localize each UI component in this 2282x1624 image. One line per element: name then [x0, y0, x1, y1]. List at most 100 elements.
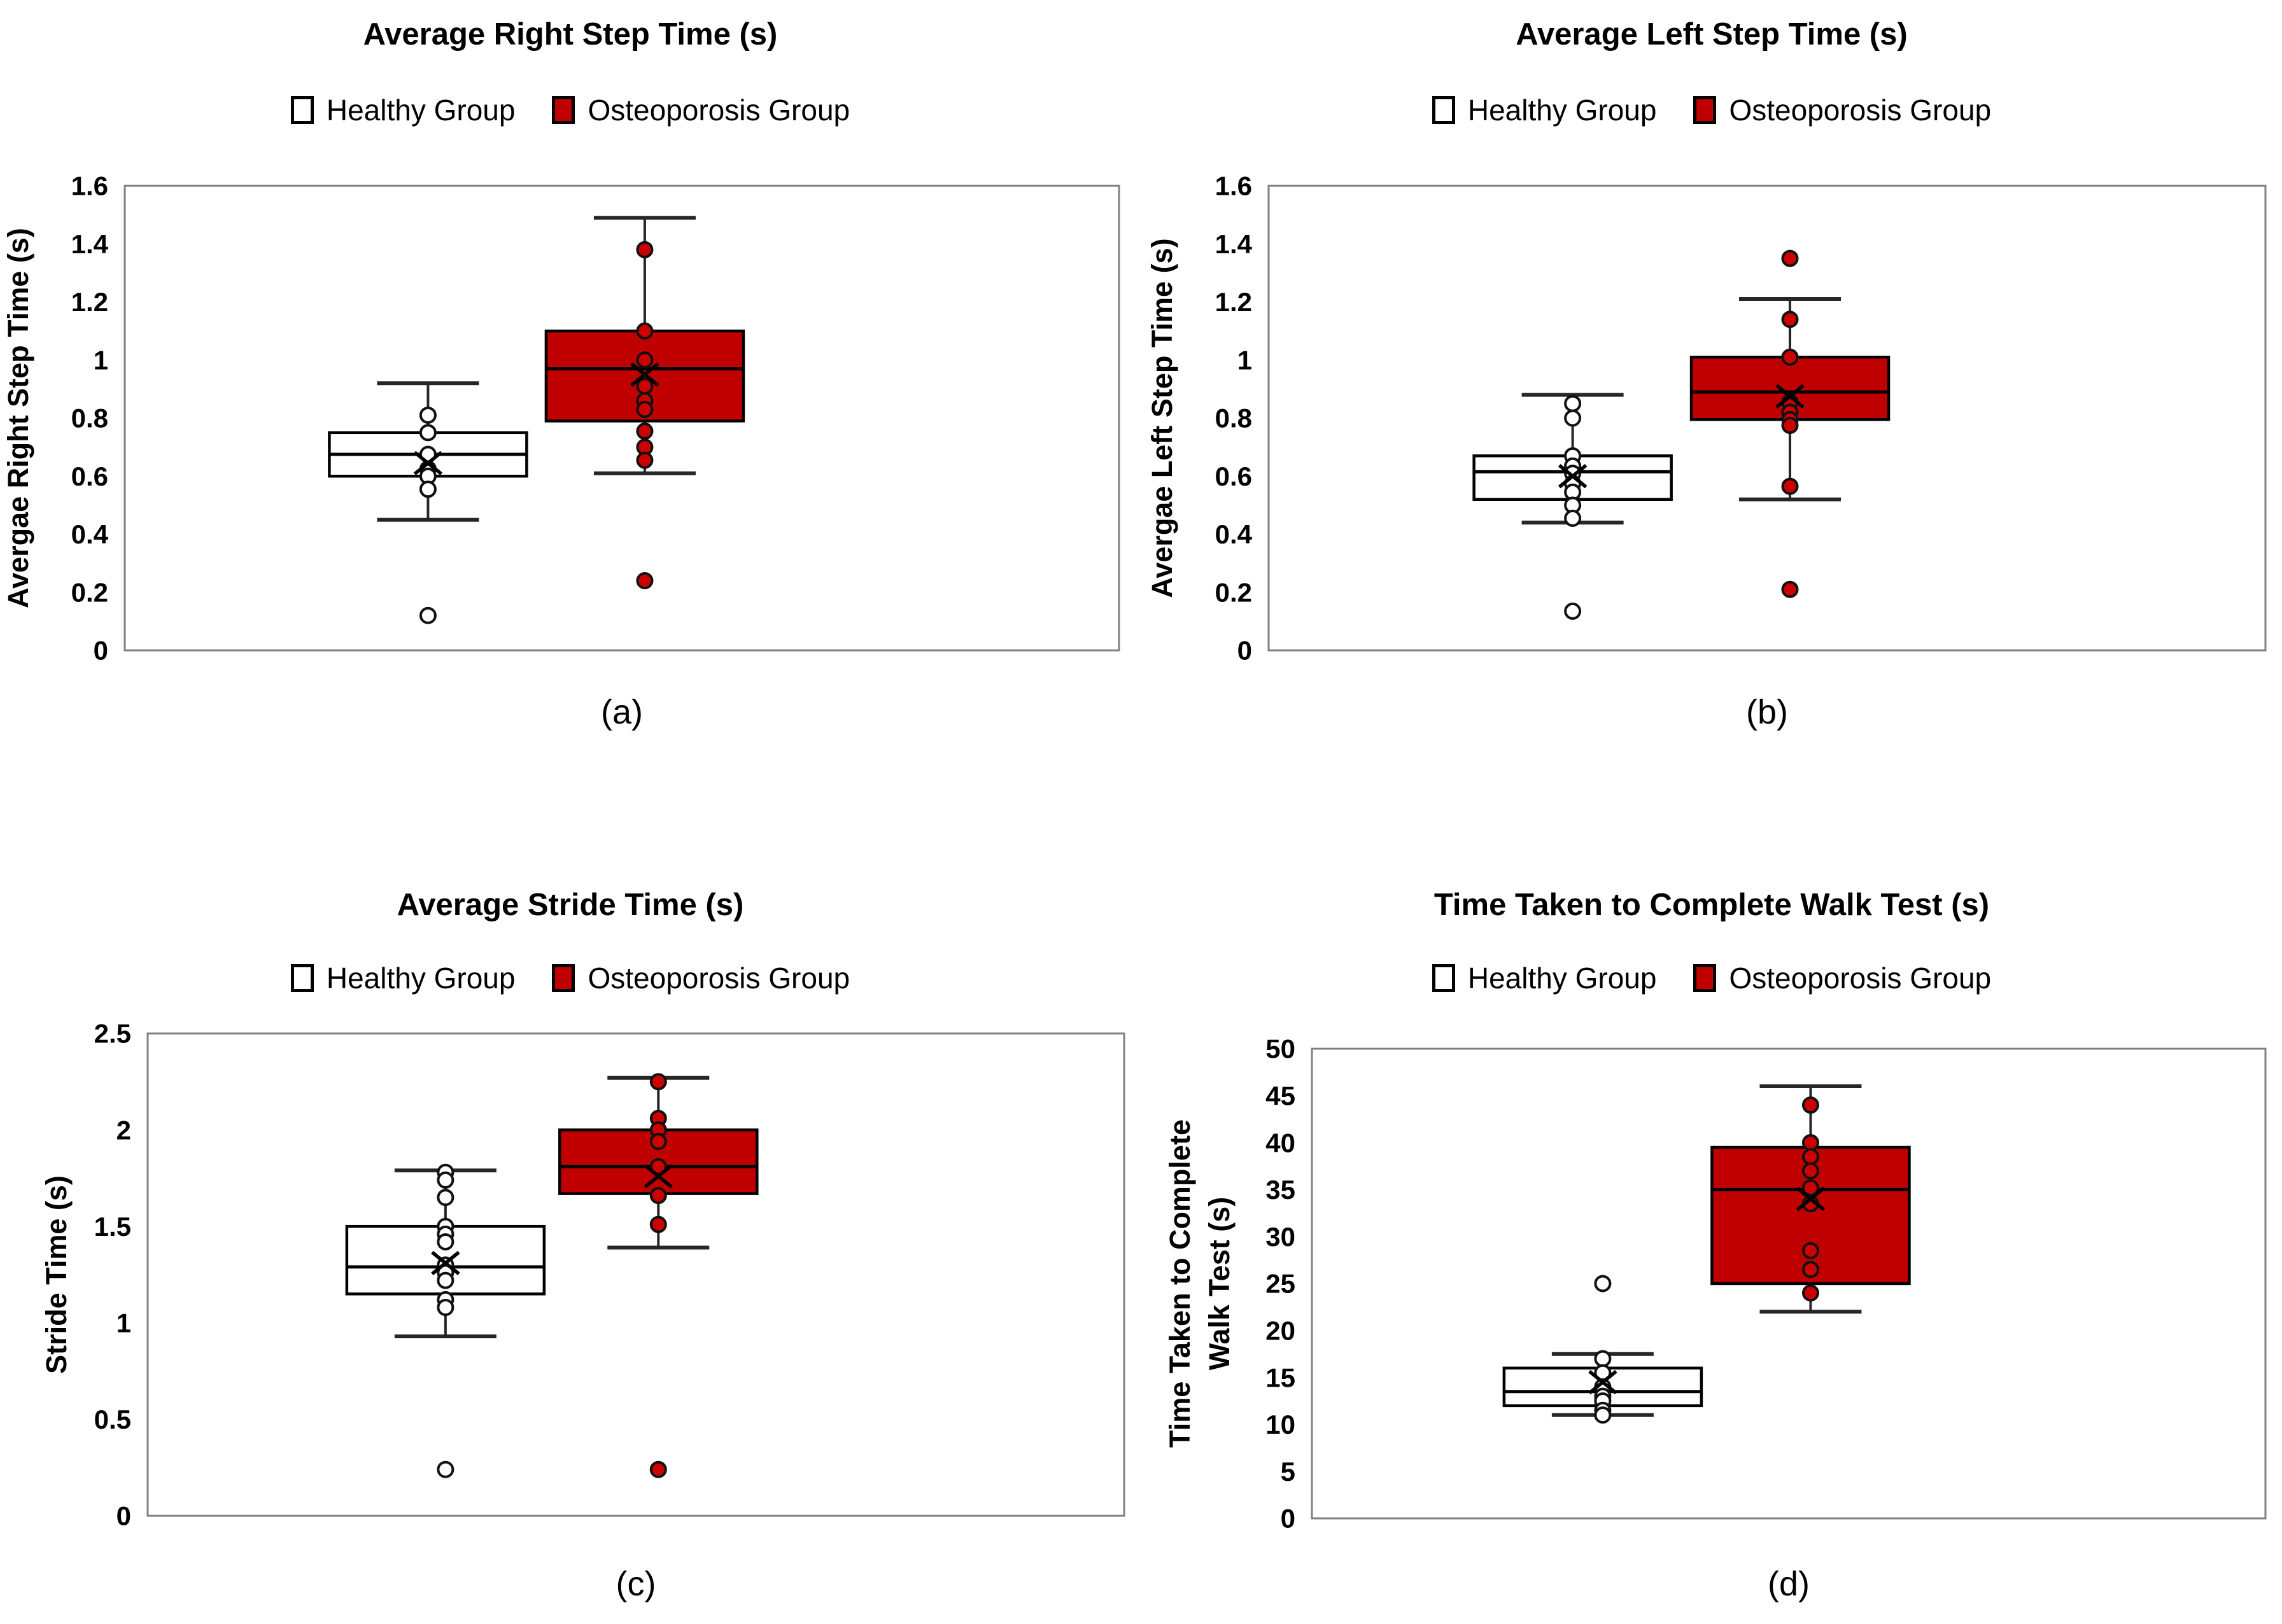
- data-point-healthy: [1594, 1406, 1612, 1424]
- legend-swatch-osteoporosis-icon: [1693, 96, 1717, 124]
- data-point-healthy: [1564, 409, 1582, 427]
- mean-marker-healthy: [1558, 464, 1588, 489]
- data-point-healthy: [419, 406, 437, 424]
- chart-title: Average Stride Time (s): [397, 888, 744, 922]
- y-tick-label: 25: [1265, 1269, 1295, 1299]
- data-point-healthy: [1564, 395, 1582, 412]
- data-point-osteoporosis: [1781, 348, 1799, 366]
- y-tick-label: 2.5: [94, 1019, 131, 1049]
- y-tick-label: 0: [1237, 636, 1252, 666]
- data-point-healthy: [437, 1271, 454, 1289]
- y-axis-label: Avergae Right Step Time (s): [2, 228, 34, 608]
- y-tick-label: 0: [1281, 1504, 1295, 1534]
- legend: Healthy Group Osteoporosis Group: [0, 95, 1141, 125]
- plot-frame: [146, 1032, 1125, 1517]
- legend-swatch-osteoporosis-icon: [552, 96, 575, 124]
- legend-label-healthy: Healthy Group: [326, 962, 516, 995]
- boxplot-a: 0 0.2 0.4 0.6 0.8 1 1.2 1.4 1.6 Avergae Right Ste…: [2, 171, 1120, 666]
- legend-label-osteoporosis: Osteoporosis Group: [1729, 94, 1992, 127]
- data-point-osteoporosis: [636, 423, 654, 440]
- y-tick-label: 1.5: [94, 1212, 131, 1242]
- data-point-healthy: [437, 1460, 454, 1478]
- y-tick-label: 2: [116, 1115, 131, 1145]
- legend: Healthy Group Osteoporosis Group: [0, 963, 1141, 993]
- panel-d: Time Taken to Complete Walk Test (s) Hea…: [1141, 812, 2282, 1624]
- data-point-osteoporosis: [1781, 416, 1799, 434]
- data-point-osteoporosis: [1801, 1242, 1819, 1259]
- chart-title: Average Right Step Time (s): [363, 17, 778, 52]
- legend-swatch-osteoporosis-icon: [552, 964, 575, 992]
- chart-title: Average Left Step Time (s): [1516, 17, 1908, 52]
- legend-item-osteoporosis: Osteoporosis Group: [552, 95, 850, 125]
- y-tick-label: 0.5: [94, 1404, 131, 1434]
- panel-caption: (b): [1746, 693, 1788, 731]
- data-point-osteoporosis: [1801, 1134, 1819, 1152]
- data-point-healthy: [437, 1233, 454, 1250]
- data-point-osteoporosis: [1801, 1179, 1819, 1196]
- legend-label-osteoporosis: Osteoporosis Group: [588, 962, 850, 995]
- data-point-healthy: [1594, 1275, 1612, 1292]
- data-point-osteoporosis: [636, 572, 654, 589]
- legend: Healthy Group Osteoporosis Group: [1141, 95, 2282, 125]
- panel-caption: (d): [1768, 1565, 1810, 1603]
- data-point-osteoporosis: [649, 1215, 667, 1233]
- y-tick-label: 10: [1265, 1410, 1295, 1439]
- data-point-healthy: [1564, 509, 1582, 527]
- chart-title: Time Taken to Complete Walk Test (s): [1433, 888, 1990, 922]
- legend-label-healthy: Healthy Group: [326, 94, 516, 127]
- y-axis-label: Avergae Left Step Time (s): [1146, 238, 1178, 598]
- y-tick-label: 30: [1265, 1222, 1295, 1252]
- y-tick-label: 5: [1281, 1457, 1295, 1487]
- legend-swatch-healthy-icon: [290, 96, 314, 124]
- mean-marker-healthy: [1588, 1369, 1617, 1395]
- y-tick-label: 0: [116, 1501, 131, 1531]
- y-tick-label: 1: [1237, 345, 1252, 375]
- y-tick-label: 1: [94, 345, 108, 375]
- data-point-osteoporosis: [1801, 1096, 1819, 1114]
- data-point-osteoporosis: [649, 1073, 667, 1091]
- legend-item-healthy: Healthy Group: [1432, 94, 1657, 127]
- y-tick-label: 1.6: [71, 171, 108, 201]
- y-tick-label: 0: [94, 636, 108, 666]
- data-point-osteoporosis: [649, 1158, 667, 1175]
- legend-label-healthy: Healthy Group: [1467, 94, 1657, 127]
- mean-marker-healthy: [413, 451, 443, 475]
- y-tick-label: 1.4: [71, 229, 109, 259]
- y-tick-label: 0.8: [1215, 403, 1252, 433]
- mean-marker-healthy: [431, 1250, 460, 1275]
- legend-label-osteoporosis: Osteoporosis Group: [1729, 962, 1992, 995]
- panel-b: Average Left Step Time (s) Healthy Group…: [1141, 0, 2282, 812]
- y-tick-label: 0.6: [1215, 461, 1252, 491]
- y-axis-label: Walk Test (s): [1203, 1197, 1236, 1371]
- y-tick-label: 40: [1265, 1128, 1295, 1158]
- y-axis-label: Stride Time (s): [40, 1175, 73, 1374]
- data-point-osteoporosis: [1781, 249, 1799, 267]
- data-point-osteoporosis: [1781, 580, 1799, 598]
- data-point-osteoporosis: [636, 351, 654, 369]
- mean-marker-osteoporosis: [644, 1164, 673, 1189]
- data-point-osteoporosis: [636, 322, 654, 340]
- y-axis-label: Time Taken to Complete: [1164, 1119, 1196, 1448]
- data-point-healthy: [1594, 1350, 1612, 1368]
- data-point-healthy: [437, 1299, 454, 1317]
- data-point-osteoporosis: [1801, 1162, 1819, 1180]
- y-tick-label: 0.2: [1215, 577, 1252, 607]
- boxplot-b: 0 0.2 0.4 0.6 0.8 1 1.2 1.4 1.6 Avergae Left Step…: [1146, 171, 2267, 666]
- legend-label-healthy: Healthy Group: [1467, 962, 1657, 995]
- data-point-osteoporosis: [636, 400, 654, 418]
- boxplot-c: 0 0.5 1 1.5 2 2.5 Stride Time (s): [40, 1019, 1125, 1531]
- data-point-osteoporosis: [1801, 1284, 1819, 1302]
- y-tick-label: 1: [116, 1308, 131, 1338]
- y-tick-label: 0.8: [71, 403, 108, 433]
- data-point-osteoporosis: [649, 1133, 667, 1151]
- data-point-healthy: [1564, 602, 1582, 620]
- panel-caption: (c): [616, 1565, 656, 1603]
- legend-item-healthy: Healthy Group: [290, 962, 516, 995]
- data-point-osteoporosis: [649, 1460, 667, 1478]
- y-tick-label: 1.2: [71, 287, 108, 317]
- legend-swatch-healthy-icon: [1432, 96, 1455, 124]
- data-point-osteoporosis: [1801, 1148, 1819, 1166]
- panel-caption: (a): [601, 693, 643, 731]
- data-point-healthy: [419, 606, 437, 624]
